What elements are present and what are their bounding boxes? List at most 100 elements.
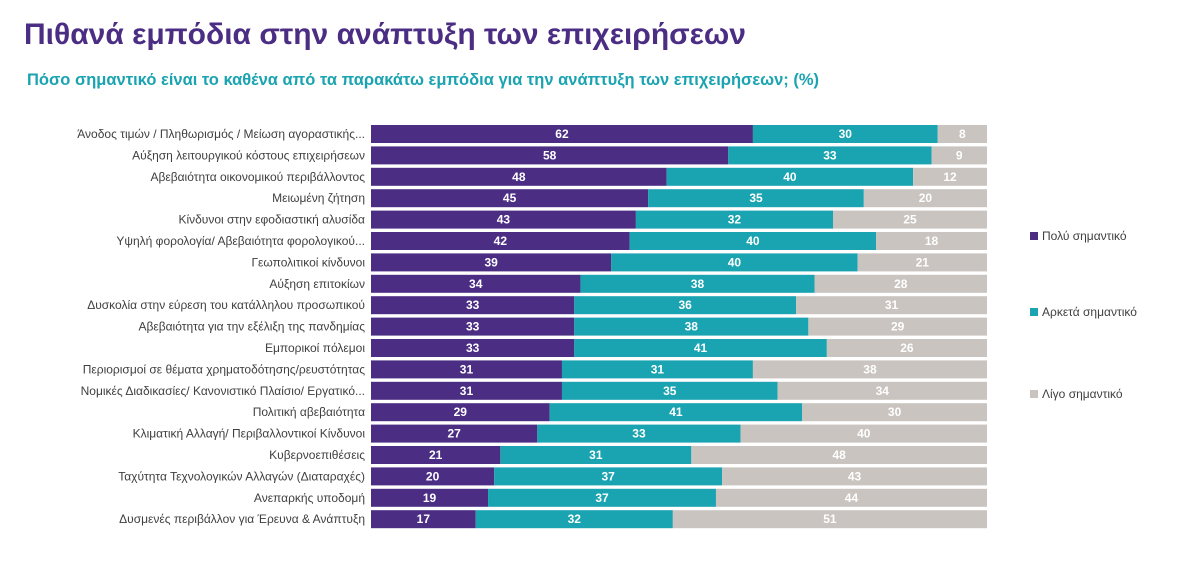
value-label-very: 31 bbox=[460, 362, 474, 376]
category-label: Κλιματική Αλλαγή/ Περιβαλλοντικοί Κίνδυν… bbox=[133, 427, 366, 441]
value-label-little: 26 bbox=[900, 341, 914, 355]
value-label-fairly: 41 bbox=[669, 405, 683, 419]
bar-segment-fairly bbox=[549, 403, 803, 422]
category-label: Δυσκολία στην εύρεση του κατάλληλου προσ… bbox=[87, 298, 365, 312]
bar-segment-fairly bbox=[666, 167, 914, 186]
value-label-very: 20 bbox=[426, 469, 440, 483]
value-label-very: 19 bbox=[423, 491, 437, 505]
value-label-fairly: 32 bbox=[728, 213, 742, 227]
category-label: Γεωπολιτικοί κίνδυνοι bbox=[251, 255, 365, 269]
legend-item-very: Πολύ σημαντικό bbox=[1030, 229, 1127, 243]
value-label-fairly: 32 bbox=[568, 512, 582, 526]
bar-segment-very bbox=[371, 488, 489, 507]
value-label-little: 40 bbox=[857, 427, 871, 441]
value-label-very: 62 bbox=[555, 127, 569, 141]
bar-segment-very bbox=[371, 296, 575, 315]
value-label-fairly: 35 bbox=[749, 191, 763, 205]
bar-segment-fairly bbox=[752, 125, 938, 143]
value-label-little: 31 bbox=[885, 298, 899, 312]
bar-segment-little bbox=[826, 339, 987, 357]
value-labels: 62 30 8 58 33 9 48 40 12 45 35 20 43 32 25 42 40 18 39 40 21… bbox=[417, 127, 966, 526]
bar-segment-little bbox=[802, 403, 987, 422]
bar-segment-very bbox=[371, 317, 575, 336]
chart-subtitle: Πόσο σημαντικό είναι το καθένα από τα πα… bbox=[27, 71, 820, 89]
bar-segment-fairly bbox=[475, 510, 673, 529]
bar-segment-little bbox=[814, 274, 987, 293]
value-label-little: 9 bbox=[956, 148, 963, 162]
category-label: Αύξηση επιτοκίων bbox=[269, 277, 365, 291]
bar-segment-very bbox=[371, 339, 575, 357]
value-label-little: 29 bbox=[891, 320, 905, 334]
bars bbox=[371, 125, 987, 529]
bar-segment-little bbox=[857, 253, 987, 272]
value-label-fairly: 36 bbox=[678, 298, 692, 312]
bar-segment-very bbox=[371, 146, 729, 165]
value-label-fairly: 40 bbox=[728, 255, 742, 269]
category-labels: Άνοδος τιμών / Πληθωρισμός / Μείωση αγορ… bbox=[77, 127, 365, 526]
value-label-fairly: 35 bbox=[663, 384, 677, 398]
value-label-fairly: 38 bbox=[691, 277, 705, 291]
bar-segment-little bbox=[777, 381, 987, 400]
bar-segment-very bbox=[371, 274, 581, 293]
bar-segment-fairly bbox=[574, 296, 797, 315]
value-label-very: 27 bbox=[447, 427, 461, 441]
category-label: Υψηλή φορολογία/ Αβεβαιότητα φορολογικού… bbox=[116, 234, 365, 248]
category-label: Ανεπαρκής υποδομή bbox=[254, 491, 365, 505]
value-label-little: 44 bbox=[845, 491, 859, 505]
category-label: Δυσμενές περιβάλλον για Έρευνα & Ανάπτυξ… bbox=[119, 512, 365, 526]
value-label-very: 42 bbox=[494, 234, 508, 248]
bar-segment-very bbox=[371, 167, 667, 186]
value-label-very: 21 bbox=[429, 448, 443, 462]
bar-segment-fairly bbox=[574, 339, 827, 357]
bar-segment-very bbox=[371, 467, 495, 486]
category-label: Πολιτική αβεβαιότητα bbox=[253, 405, 365, 419]
bar-segment-fairly bbox=[629, 232, 877, 250]
value-label-very: 43 bbox=[497, 213, 511, 227]
bar-segment-fairly bbox=[561, 381, 778, 400]
category-label: Αβεβαιότητα για την εξέλιξη της πανδημία… bbox=[138, 320, 365, 334]
value-label-very: 33 bbox=[466, 341, 480, 355]
bar-segment-little bbox=[672, 510, 987, 529]
bar-segment-little bbox=[752, 360, 987, 379]
category-label: Κίνδυνοι στην εφοδιαστική αλυσίδα bbox=[178, 213, 365, 227]
bar-segment-fairly bbox=[648, 189, 864, 208]
bar-segment-very bbox=[371, 210, 636, 229]
category-label: Ταχύτητα Τεχνολογικών Αλλαγών (Διαταραχέ… bbox=[118, 469, 365, 483]
value-label-fairly: 40 bbox=[746, 234, 760, 248]
value-label-fairly: 31 bbox=[589, 448, 603, 462]
bar-segment-very bbox=[371, 253, 612, 272]
value-label-fairly: 38 bbox=[685, 320, 699, 334]
bar-segment-fairly bbox=[500, 446, 692, 464]
value-label-little: 34 bbox=[876, 384, 890, 398]
value-label-fairly: 41 bbox=[694, 341, 708, 355]
value-label-little: 20 bbox=[919, 191, 933, 205]
legend-label-very: Πολύ σημαντικό bbox=[1042, 229, 1127, 243]
bar-segment-fairly bbox=[635, 210, 833, 229]
category-label: Μειωμένη ζήτηση bbox=[272, 191, 365, 205]
legend-swatch-very bbox=[1030, 232, 1038, 240]
legend-label-little: Λίγο σημαντικό bbox=[1042, 387, 1123, 401]
bar-segment-very bbox=[371, 189, 649, 208]
value-label-little: 21 bbox=[916, 255, 930, 269]
bar-segment-fairly bbox=[580, 274, 815, 293]
bar-segment-very bbox=[371, 510, 476, 529]
category-label: Περιορισμοί σε θέματα χρηματοδότησης/ρευ… bbox=[83, 362, 365, 376]
bar-segment-little bbox=[863, 189, 987, 208]
value-label-little: 38 bbox=[863, 362, 877, 376]
value-label-very: 33 bbox=[466, 320, 480, 334]
category-label: Αύξηση λειτουργικού κόστους επιχειρήσεων bbox=[132, 148, 365, 162]
legend-swatch-fairly bbox=[1030, 308, 1038, 316]
bar-segment-little bbox=[931, 146, 987, 165]
value-label-fairly: 31 bbox=[651, 362, 665, 376]
bar-segment-fairly bbox=[494, 467, 723, 486]
bar-segment-little bbox=[740, 424, 987, 443]
bar-segment-very bbox=[371, 232, 630, 250]
value-label-fairly: 37 bbox=[595, 491, 609, 505]
bar-segment-very bbox=[371, 125, 753, 143]
bar-segment-very bbox=[371, 360, 562, 379]
bar-segment-very bbox=[371, 403, 550, 422]
value-label-little: 28 bbox=[894, 277, 908, 291]
bar-segment-little bbox=[808, 317, 987, 336]
bar-segment-fairly bbox=[574, 317, 809, 336]
